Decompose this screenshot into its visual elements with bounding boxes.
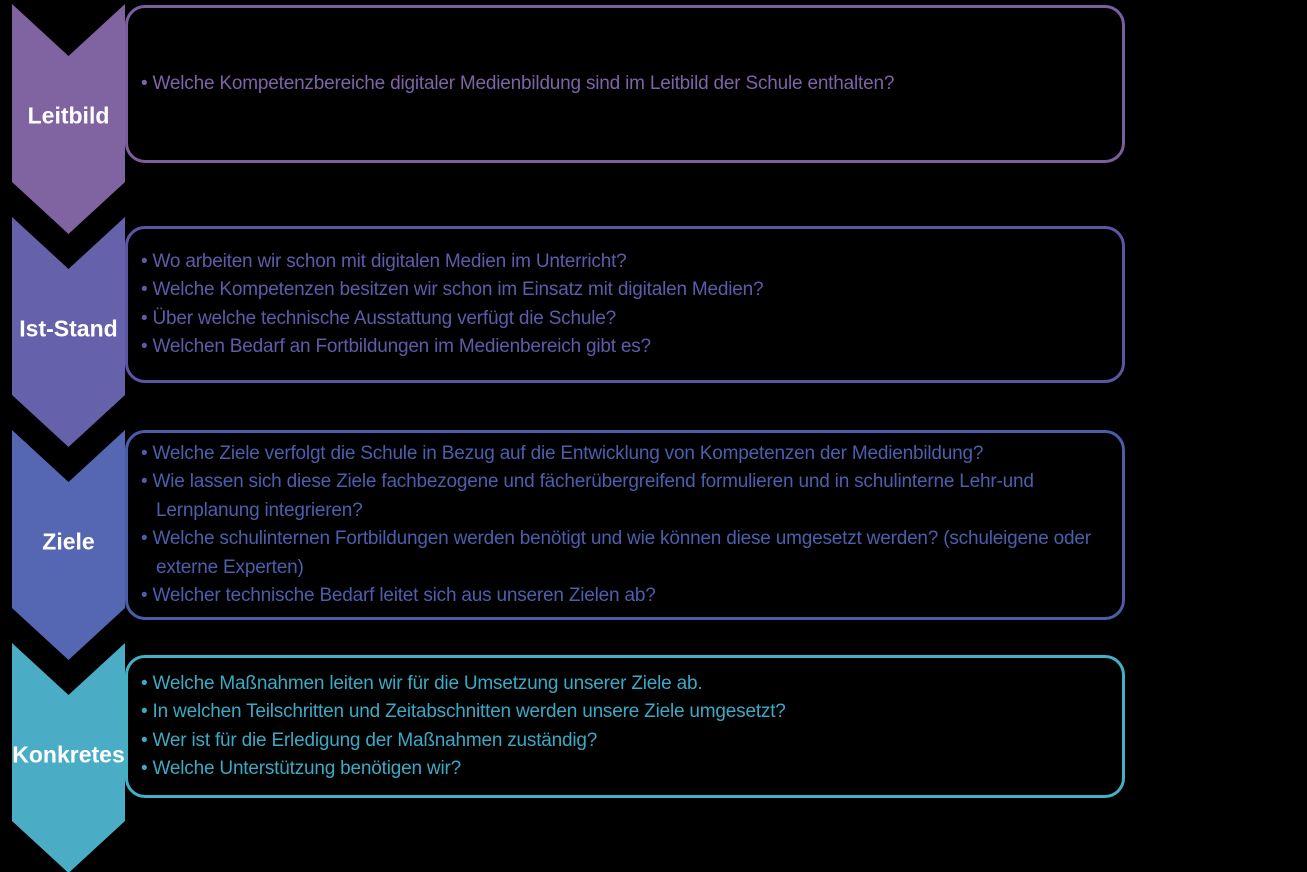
chevron-label: Ziele <box>42 528 95 555</box>
question-bullet: Welche Kompetenzen besitzen wir schon im… <box>141 276 1112 305</box>
questions-box-ist-stand: Wo arbeiten wir schon mit digitalen Medi… <box>125 226 1125 383</box>
question-bullet: Welche schulinternen Fortbildungen werde… <box>141 525 1112 582</box>
questions-box-konkretes: Welche Maßnahmen leiten wir für die Umse… <box>125 655 1125 798</box>
chevron-down-arrow-ist-stand: Ist-Stand <box>12 217 125 447</box>
chevron-down-arrow-ziele: Ziele <box>12 430 125 660</box>
question-bullet: Welche Ziele verfolgt die Schule in Bezu… <box>141 440 1112 469</box>
question-bullet: In welchen Teilschritten und Zeitabschni… <box>141 698 1112 727</box>
question-bullet: Welcher technische Bedarf leitet sich au… <box>141 582 1112 611</box>
question-list: Wo arbeiten wir schon mit digitalen Medi… <box>141 248 1112 362</box>
chevron-label: Ist-Stand <box>19 315 118 342</box>
question-bullet: Wie lassen sich diese Ziele fachbezogene… <box>141 468 1112 525</box>
question-bullet: Welche Kompetenzbereiche digitaler Medie… <box>141 70 1112 99</box>
question-list: Welche Kompetenzbereiche digitaler Medie… <box>141 70 1112 99</box>
question-bullet: Über welche technische Ausstattung verfü… <box>141 305 1112 334</box>
question-list: Welche Ziele verfolgt die Schule in Bezu… <box>141 440 1112 611</box>
chevron-label: Leitbild <box>27 102 110 129</box>
question-bullet: Welche Unterstützung benötigen wir? <box>141 755 1112 784</box>
chevron-label: Konkretes <box>12 741 125 768</box>
question-bullet: Welchen Bedarf an Fortbildungen im Medie… <box>141 333 1112 362</box>
question-bullet: Wo arbeiten wir schon mit digitalen Medi… <box>141 248 1112 277</box>
chevron-down-arrow-konkretes: Konkretes <box>12 643 125 872</box>
chevron-down-arrow-leitbild: Leitbild <box>12 4 125 234</box>
question-bullet: Welche Maßnahmen leiten wir für die Umse… <box>141 670 1112 699</box>
questions-box-ziele: Welche Ziele verfolgt die Schule in Bezu… <box>125 430 1125 620</box>
question-list: Welche Maßnahmen leiten wir für die Umse… <box>141 670 1112 784</box>
question-bullet: Wer ist für die Erledigung der Maßnahmen… <box>141 727 1112 756</box>
questions-box-leitbild: Welche Kompetenzbereiche digitaler Medie… <box>125 5 1125 163</box>
